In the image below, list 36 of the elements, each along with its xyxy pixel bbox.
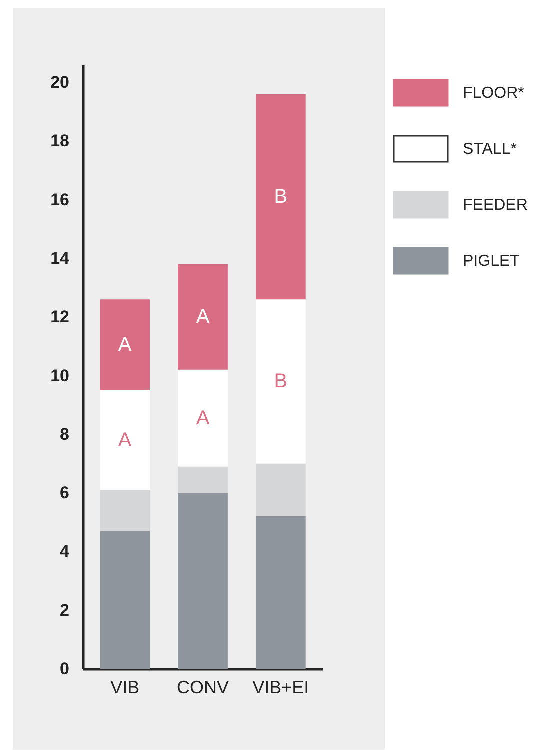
data-label: A	[196, 407, 210, 430]
data-label: A	[118, 429, 132, 452]
bar	[178, 370, 228, 467]
legend-label: PIGLET	[463, 253, 520, 270]
x-tick-label: VIB+EI	[252, 678, 310, 698]
y-tick-label: 18	[50, 132, 70, 151]
y-tick-label: 4	[60, 542, 70, 562]
y-tick-label: 16	[50, 190, 70, 210]
legend-label: FLOOR*	[463, 85, 524, 102]
y-tick-label: 2	[60, 600, 70, 620]
data-label: A	[196, 306, 210, 328]
data-label: A	[118, 334, 132, 356]
bar	[256, 516, 306, 669]
bar	[178, 466, 228, 494]
bar	[256, 94, 306, 300]
y-tick-label: 10	[50, 366, 70, 386]
y-tick-label: 20	[50, 73, 70, 92]
bar	[178, 493, 228, 669]
bar	[100, 531, 150, 669]
bar	[100, 390, 150, 490]
y-tick-label: 0	[60, 660, 70, 678]
bar	[100, 490, 150, 532]
bar	[100, 300, 150, 390]
data-label: B	[274, 186, 288, 208]
y-tick-label: 14	[50, 249, 70, 268]
y-tick-label: 6	[60, 484, 70, 503]
bar	[256, 464, 306, 517]
bar	[178, 264, 228, 370]
x-tick-label: CONV	[176, 678, 230, 698]
y-tick-label: 12	[50, 308, 70, 327]
bar	[256, 300, 306, 464]
legend-label: STALL*	[463, 141, 517, 158]
legend-label: FEEDER	[463, 197, 528, 214]
x-tick-label: VIB	[110, 678, 140, 698]
data-label: B	[274, 370, 288, 393]
y-tick-label: 8	[60, 424, 70, 444]
